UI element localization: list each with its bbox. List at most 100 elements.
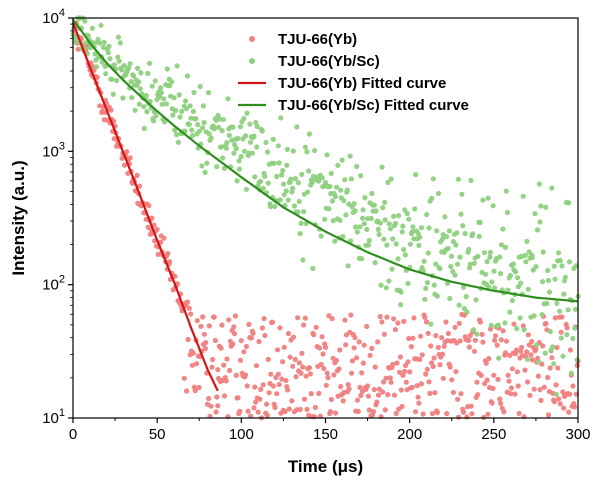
data-point (364, 323, 370, 330)
data-point (334, 184, 340, 190)
data-point (250, 330, 256, 336)
data-point (525, 356, 531, 362)
axis-ticks: 0 50 100 150 200 250 300 101 102 103 104 (42, 7, 590, 443)
data-point (215, 367, 221, 373)
data-point (422, 314, 428, 320)
data-point (312, 147, 318, 154)
data-point (313, 324, 319, 330)
data-point (495, 322, 501, 328)
data-point (366, 407, 372, 413)
data-point (237, 357, 244, 363)
data-point (457, 254, 463, 260)
data-point (183, 106, 189, 112)
data-point (443, 319, 449, 325)
data-point (463, 294, 469, 300)
data-point (174, 132, 180, 138)
y-tick-label: 103 (42, 140, 65, 160)
data-point (279, 172, 285, 178)
data-point (285, 387, 291, 393)
data-point (224, 356, 230, 362)
data-point (434, 293, 440, 299)
data-point (283, 188, 289, 194)
data-point (502, 244, 509, 250)
data-point (434, 409, 440, 416)
data-point (366, 237, 372, 243)
data-point (447, 364, 453, 370)
data-point (249, 150, 255, 156)
data-point (389, 266, 395, 272)
data-point (509, 297, 515, 304)
data-point (186, 305, 192, 311)
data-point (574, 357, 580, 363)
data-point (514, 347, 520, 353)
data-point (398, 387, 404, 393)
data-point (487, 249, 493, 255)
data-point (367, 352, 373, 358)
data-point (469, 411, 475, 417)
data-point (391, 392, 398, 398)
data-point (317, 345, 323, 351)
data-point (163, 101, 170, 107)
data-point (555, 250, 562, 256)
data-point (230, 124, 236, 130)
y-tick-label: 102 (42, 274, 65, 294)
data-point (567, 391, 573, 397)
data-point (405, 280, 411, 287)
data-point (235, 135, 241, 142)
data-point (466, 337, 472, 343)
data-point (196, 384, 202, 391)
data-point (480, 339, 486, 345)
data-point (445, 245, 451, 251)
data-point (439, 351, 446, 357)
data-point (114, 77, 120, 84)
data-point (201, 331, 207, 337)
data-point (382, 217, 388, 223)
data-point (338, 384, 344, 390)
data-point (459, 191, 465, 197)
data-point (352, 208, 358, 214)
data-point (416, 400, 422, 406)
data-point (458, 211, 464, 217)
data-point (146, 203, 152, 209)
data-point (540, 343, 546, 349)
data-point (549, 185, 555, 191)
data-point (395, 256, 401, 262)
data-point (241, 116, 247, 122)
data-point (277, 325, 283, 331)
data-point (144, 109, 150, 115)
data-point (430, 363, 436, 370)
data-point (289, 398, 295, 404)
data-point (72, 37, 79, 43)
data-point (409, 229, 415, 235)
data-point (418, 225, 425, 231)
data-point (457, 338, 463, 344)
data-point (455, 396, 461, 402)
data-point (407, 369, 413, 375)
data-point (262, 332, 268, 339)
data-point (194, 361, 200, 367)
data-point (420, 411, 426, 417)
data-point (259, 128, 265, 134)
data-point (292, 356, 298, 363)
data-point (298, 370, 304, 376)
data-point (400, 372, 406, 378)
data-point (478, 372, 484, 378)
data-point (570, 335, 576, 342)
data-point (456, 302, 462, 308)
data-point (326, 206, 332, 212)
data-point (251, 405, 257, 411)
data-point (238, 153, 244, 160)
data-point (292, 176, 298, 182)
data-point (295, 209, 301, 215)
data-point (566, 200, 572, 206)
data-point (484, 377, 490, 383)
data-point (319, 334, 325, 340)
data-point (340, 398, 346, 404)
data-point (100, 44, 107, 51)
data-point (106, 43, 112, 49)
data-point (258, 178, 264, 184)
data-point (332, 194, 338, 200)
data-point (454, 230, 460, 236)
data-point (253, 120, 259, 126)
data-point (554, 300, 560, 306)
